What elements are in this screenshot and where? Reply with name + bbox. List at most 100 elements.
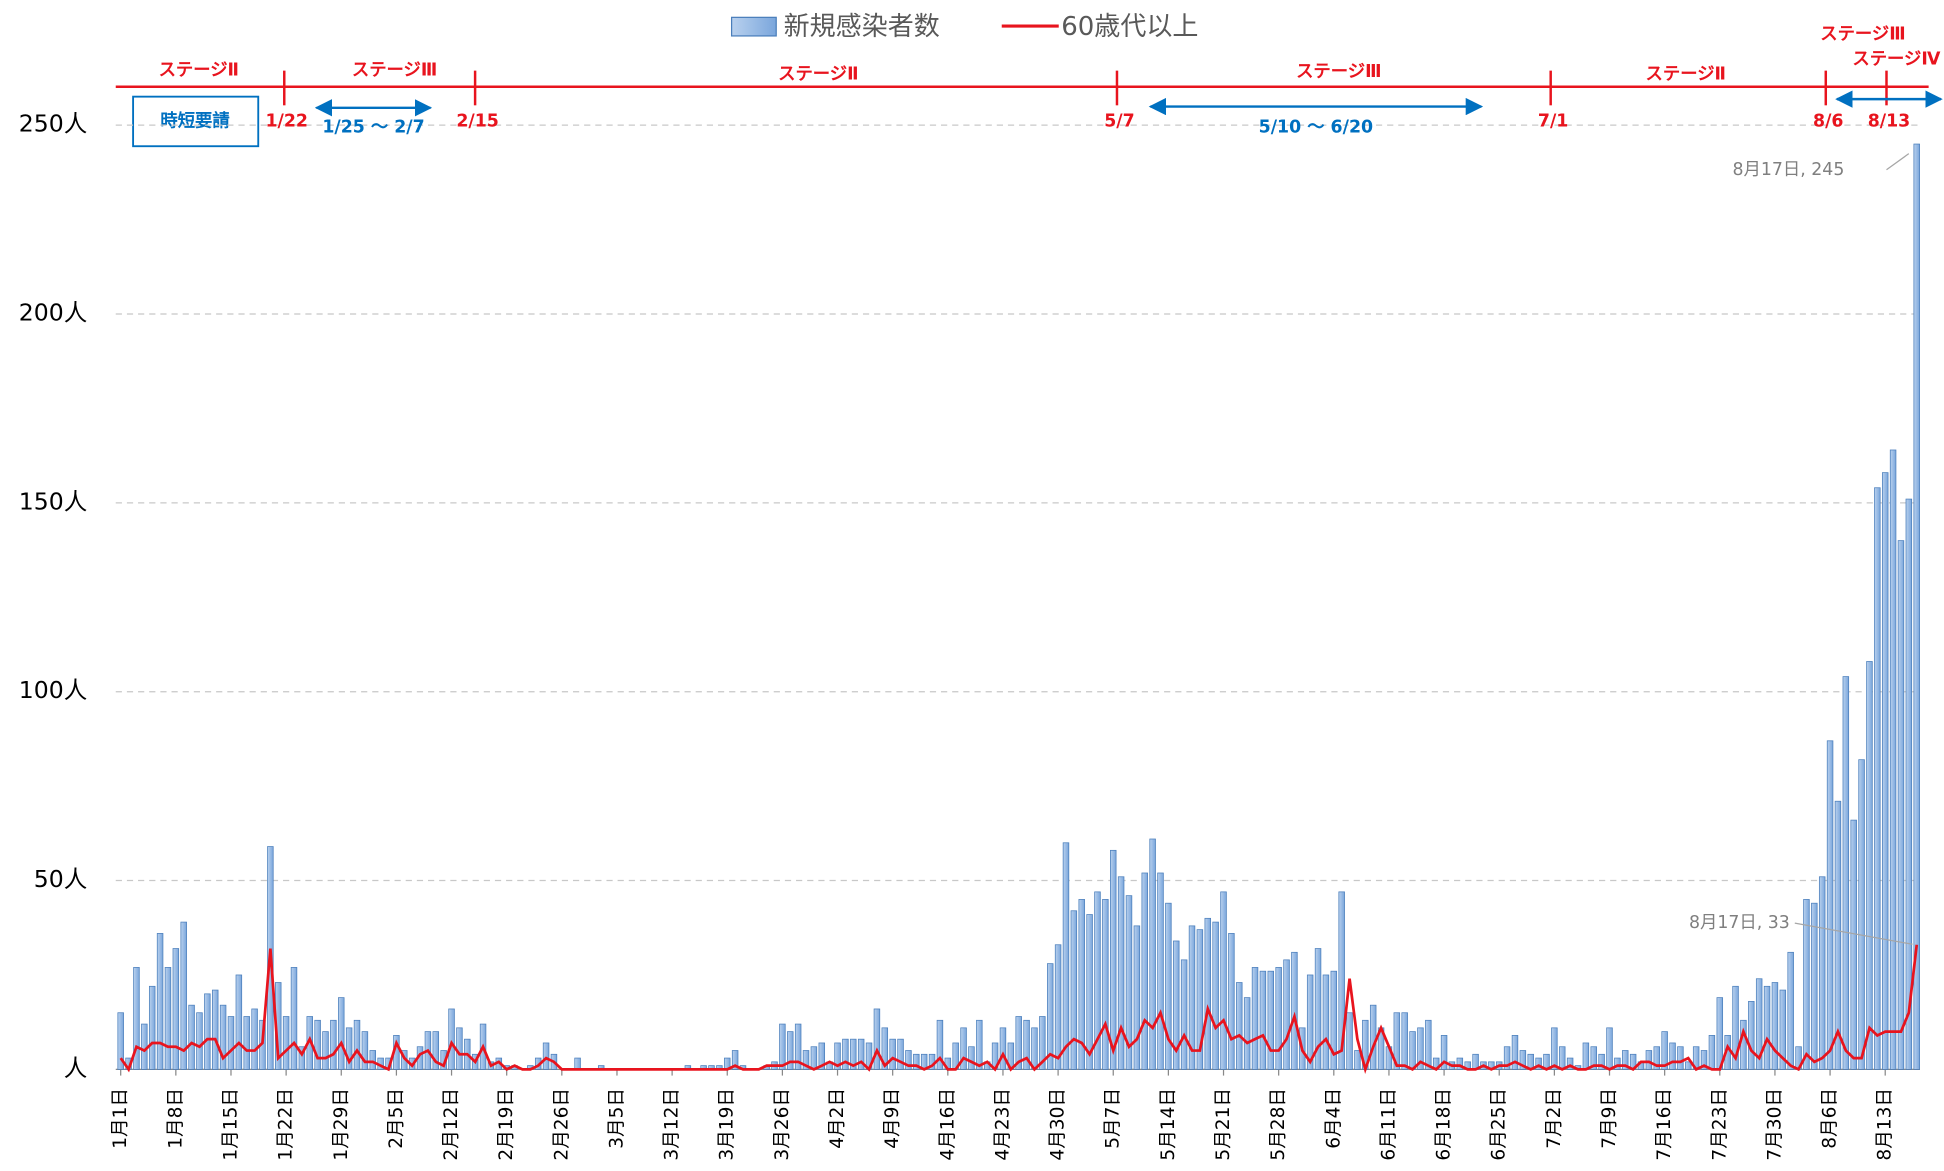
bar (905, 1050, 912, 1070)
x-tick-label: 2月12日 (441, 1088, 462, 1161)
period-label: 1/25 ～ 2/7 (322, 118, 424, 138)
bar (1905, 498, 1913, 1070)
bar (196, 1012, 203, 1070)
bar (1031, 1027, 1038, 1070)
bar (1346, 1012, 1353, 1070)
x-tick-label: 1月1日 (110, 1088, 131, 1149)
bar (1535, 1057, 1542, 1070)
bar (968, 1046, 975, 1070)
x-tick-label: 7月16日 (1654, 1088, 1675, 1161)
bar (1228, 933, 1235, 1070)
bar (1519, 1050, 1527, 1070)
bar (1306, 974, 1314, 1070)
bar (353, 1019, 361, 1070)
bar (1598, 1053, 1605, 1070)
y-tick-label: 人 (64, 1054, 88, 1082)
x-tick-label: 1月29日 (331, 1088, 352, 1161)
y-tick-label: 250人 (19, 110, 87, 138)
bar (1275, 967, 1282, 1070)
bar (1212, 921, 1219, 1070)
bar (1669, 1042, 1676, 1070)
bar (148, 985, 156, 1070)
bar (1826, 740, 1834, 1070)
x-tick-label: 2月5日 (386, 1088, 407, 1149)
bar (330, 1019, 337, 1070)
bar (1165, 902, 1172, 1070)
x-tick-label: 4月30日 (1048, 1088, 1069, 1161)
x-tick-label: 8月6日 (1820, 1088, 1841, 1149)
bar (1866, 661, 1873, 1070)
bar (204, 993, 211, 1070)
bar (1803, 899, 1810, 1070)
bar (1039, 1016, 1046, 1070)
legend-swatch (730, 16, 777, 37)
bar (1267, 970, 1275, 1070)
bar (889, 1038, 896, 1070)
bar (227, 1016, 235, 1070)
bar (1614, 1057, 1621, 1070)
bar (1763, 985, 1771, 1070)
bar (897, 1038, 904, 1070)
bar (1314, 948, 1322, 1070)
bar (1897, 540, 1905, 1070)
bar (345, 1027, 353, 1070)
bar (1834, 800, 1842, 1070)
bar (1110, 849, 1117, 1070)
stage-label: ステージⅡ (159, 61, 239, 81)
bar (1133, 925, 1141, 1070)
bar (251, 1008, 258, 1070)
bar (1102, 899, 1109, 1070)
x-tick-label: 5月21日 (1213, 1088, 1234, 1161)
legend-label: 新規感染者数 (784, 12, 940, 42)
x-tick-label: 4月16日 (937, 1088, 958, 1161)
bar (574, 1057, 581, 1070)
x-tick-label: 5月28日 (1268, 1088, 1289, 1161)
x-tick-label: 6月25日 (1489, 1088, 1510, 1161)
bar (1811, 902, 1818, 1070)
x-tick-label: 2月26日 (551, 1088, 572, 1161)
bar (1748, 1001, 1755, 1070)
bar (290, 967, 298, 1070)
y-tick-label: 150人 (19, 487, 87, 515)
bar (1645, 1050, 1653, 1070)
x-tick-label: 1月15日 (220, 1088, 241, 1161)
stage-date: 5/7 (1104, 111, 1134, 131)
bar (1881, 472, 1889, 1070)
x-tick-label: 3月12日 (662, 1088, 683, 1161)
bar (164, 967, 172, 1070)
x-tick-label: 2月19日 (496, 1088, 517, 1161)
y-tick-label: 50人 (34, 865, 87, 893)
bar (834, 1042, 841, 1070)
bar (1251, 967, 1259, 1070)
bar (1417, 1027, 1424, 1070)
bar (1842, 676, 1850, 1070)
bar (1283, 959, 1290, 1070)
period-label: 5/10 ～ 6/20 (1259, 118, 1373, 138)
y-tick-label: 200人 (19, 299, 87, 327)
line (119, 944, 1919, 1075)
bar (1771, 982, 1779, 1070)
request-label: 時短要請 (160, 110, 229, 131)
bar (1551, 1027, 1558, 1070)
bar (156, 933, 164, 1070)
bar (1708, 1035, 1716, 1070)
stage-date: 1/22 (265, 111, 308, 131)
x-tick-label: 4月23日 (992, 1088, 1013, 1161)
x-tick-label: 6月11日 (1378, 1088, 1399, 1161)
bar (1913, 143, 1920, 1070)
bar (1874, 487, 1881, 1070)
bar (1125, 895, 1133, 1070)
bar (1850, 819, 1857, 1070)
bar (322, 1031, 329, 1070)
bar (976, 1019, 983, 1070)
bar (369, 1050, 376, 1070)
bar (1503, 1046, 1511, 1070)
bar (1590, 1046, 1597, 1070)
bar (960, 1027, 967, 1070)
x-tick-label: 6月4日 (1323, 1088, 1344, 1149)
stage-date: 8/6 (1813, 111, 1843, 131)
data-label: 8月17日, 245 (1733, 160, 1845, 180)
bar (1117, 876, 1125, 1070)
bar (1196, 929, 1204, 1070)
